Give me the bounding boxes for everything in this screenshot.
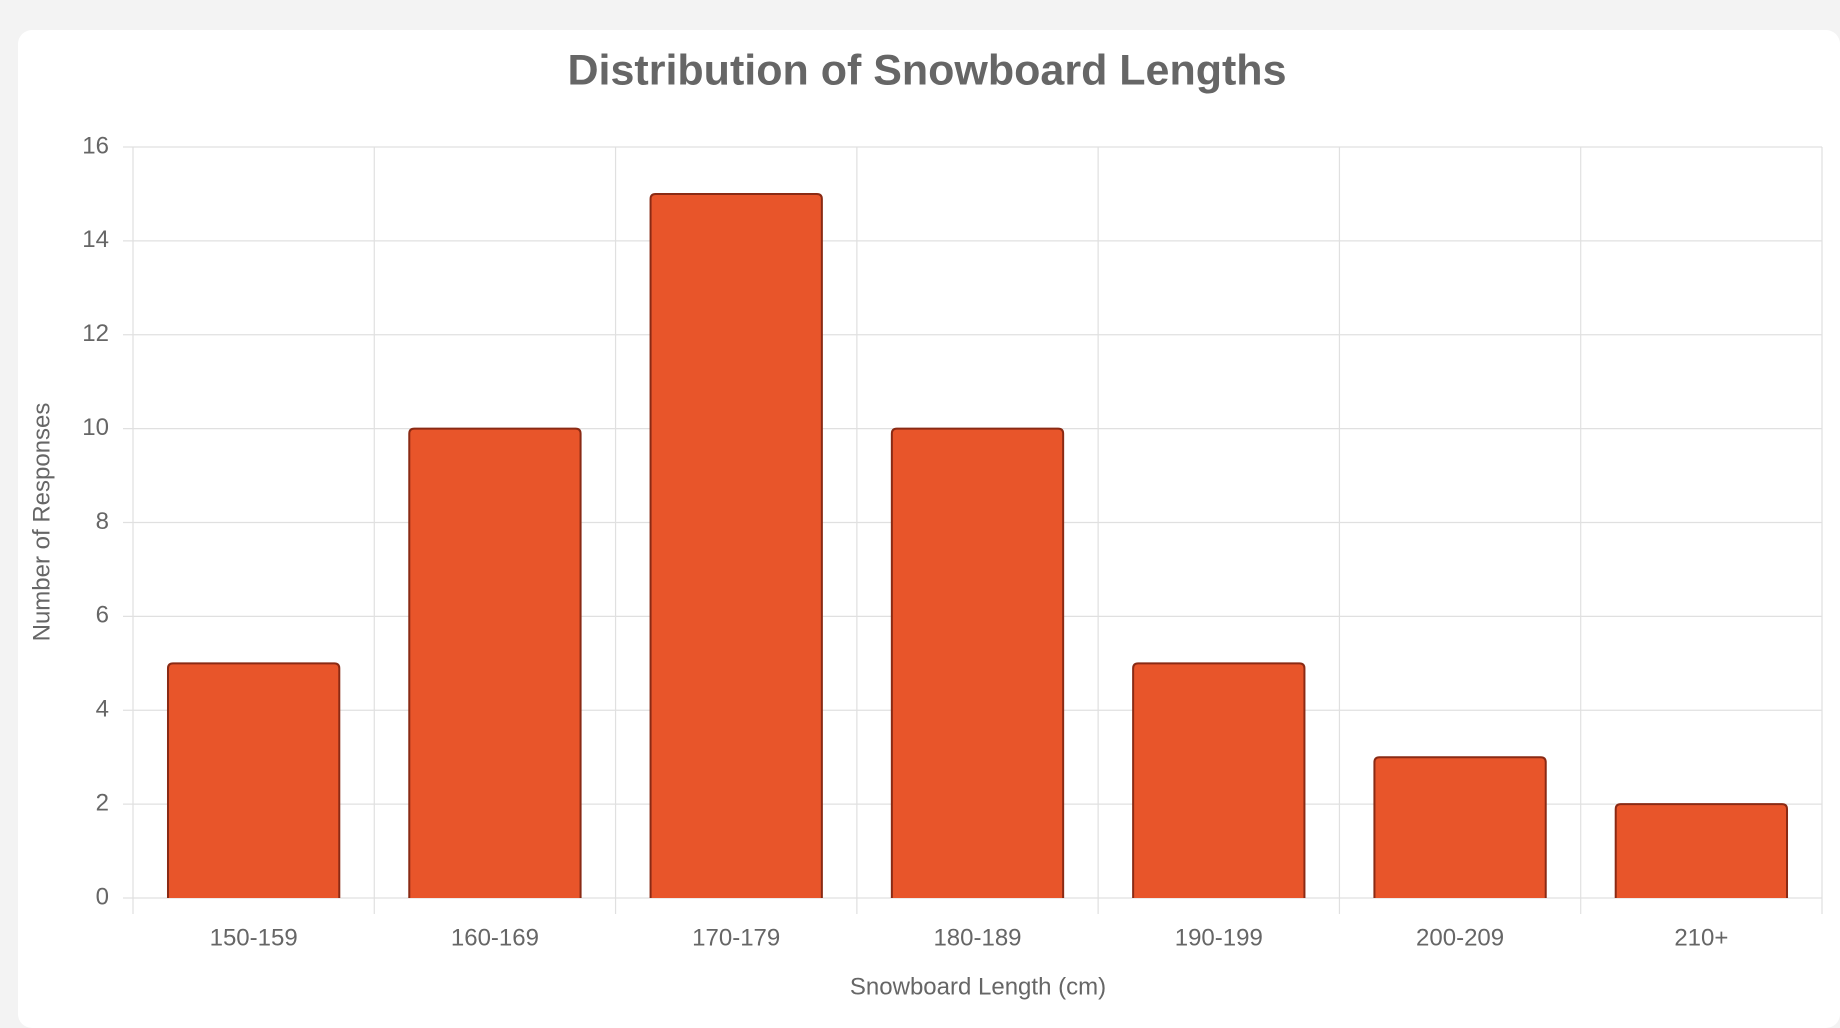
y-tick-label: 0 bbox=[96, 883, 109, 910]
x-tick-label: 200-209 bbox=[1416, 924, 1504, 951]
bar bbox=[649, 192, 823, 898]
y-tick-label: 6 bbox=[96, 602, 109, 629]
bar bbox=[890, 427, 1065, 898]
y-tick-label: 14 bbox=[82, 226, 109, 253]
chart-title: Distribution of Snowboard Lengths bbox=[568, 46, 1287, 94]
bar bbox=[1373, 756, 1547, 898]
y-tick-label: 16 bbox=[82, 132, 109, 159]
bar bbox=[1132, 662, 1306, 898]
y-tick-label: 2 bbox=[96, 789, 109, 816]
y-tick-label: 4 bbox=[96, 696, 109, 723]
x-tick-label: 210+ bbox=[1674, 924, 1728, 951]
x-tick-label: 160-169 bbox=[451, 924, 539, 951]
x-tick-label: 180-189 bbox=[933, 924, 1021, 951]
y-tick-label: 8 bbox=[96, 508, 109, 535]
y-axis-label: Number of Responses bbox=[28, 403, 55, 642]
x-tick-label: 150-159 bbox=[210, 924, 298, 951]
y-tick-label: 10 bbox=[82, 414, 109, 441]
x-tick-label: 190-199 bbox=[1175, 924, 1263, 951]
bar bbox=[166, 662, 341, 898]
x-tick-label: 170-179 bbox=[692, 924, 780, 951]
x-axis-label: Snowboard Length (cm) bbox=[850, 973, 1106, 1000]
y-tick-label: 12 bbox=[82, 320, 109, 347]
bar bbox=[1614, 803, 1789, 898]
bar bbox=[408, 427, 582, 898]
